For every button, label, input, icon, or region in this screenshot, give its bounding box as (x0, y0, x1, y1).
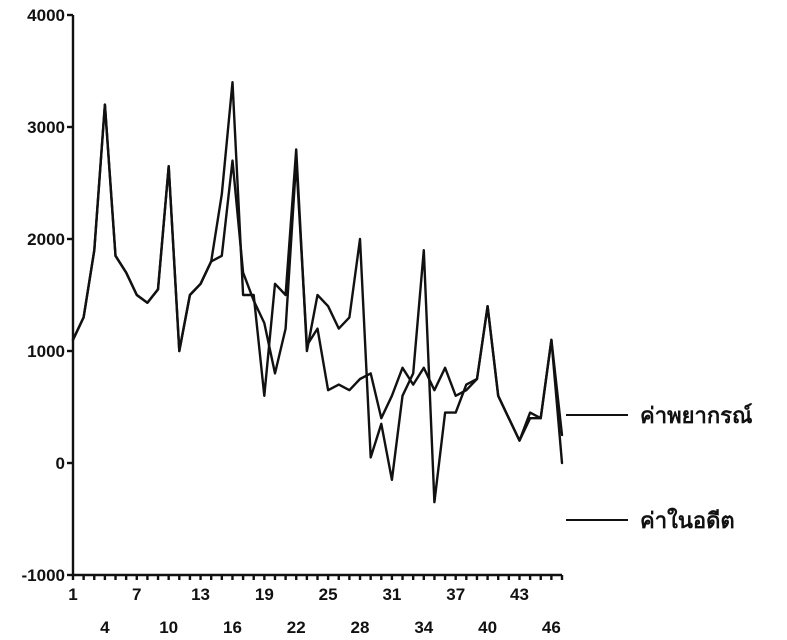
x-tick-label: 40 (478, 618, 497, 637)
x-tick-group: 1 7 13 19 25 31 37 43 4 10 16 22 28 34 40 46 (68, 575, 564, 637)
x-tick-label: 22 (287, 618, 306, 637)
x-tick-label: 4 (100, 618, 110, 637)
y-tick-label: 2000 (27, 230, 65, 249)
x-tick-label: 16 (223, 618, 242, 637)
x-tick-label: 31 (382, 585, 401, 604)
x-tick-label: 28 (351, 618, 370, 637)
x-tick-label: 43 (510, 585, 529, 604)
series-line-past (71, 80, 564, 504)
x-tick-label: 34 (414, 618, 433, 637)
series-line-forecast (71, 103, 564, 442)
y-tick-label: 4000 (27, 6, 65, 25)
x-tick-label: 37 (446, 585, 465, 604)
y-tick-label: 1000 (27, 342, 65, 361)
y-tick-label: -1000 (22, 566, 65, 585)
x-tick-label: 7 (132, 585, 141, 604)
x-tick-label: 1 (68, 585, 77, 604)
legend: ค่าพยากรณ์ ค่าในอดีต (566, 403, 752, 534)
x-tick-label: 10 (159, 618, 178, 637)
x-tick-label: 13 (191, 585, 210, 604)
x-tick-label: 25 (319, 585, 338, 604)
y-tick-group: 4000 3000 2000 1000 0 -1000 (22, 6, 73, 585)
x-tick-label: 19 (255, 585, 274, 604)
legend-label-past: ค่าในอดีต (640, 507, 735, 534)
legend-label-forecast: ค่าพยากรณ์ (640, 403, 752, 429)
x-tick-label: 46 (542, 618, 561, 637)
y-tick-label: 3000 (27, 118, 65, 137)
series-group (71, 80, 564, 504)
y-tick-label: 0 (56, 454, 65, 473)
